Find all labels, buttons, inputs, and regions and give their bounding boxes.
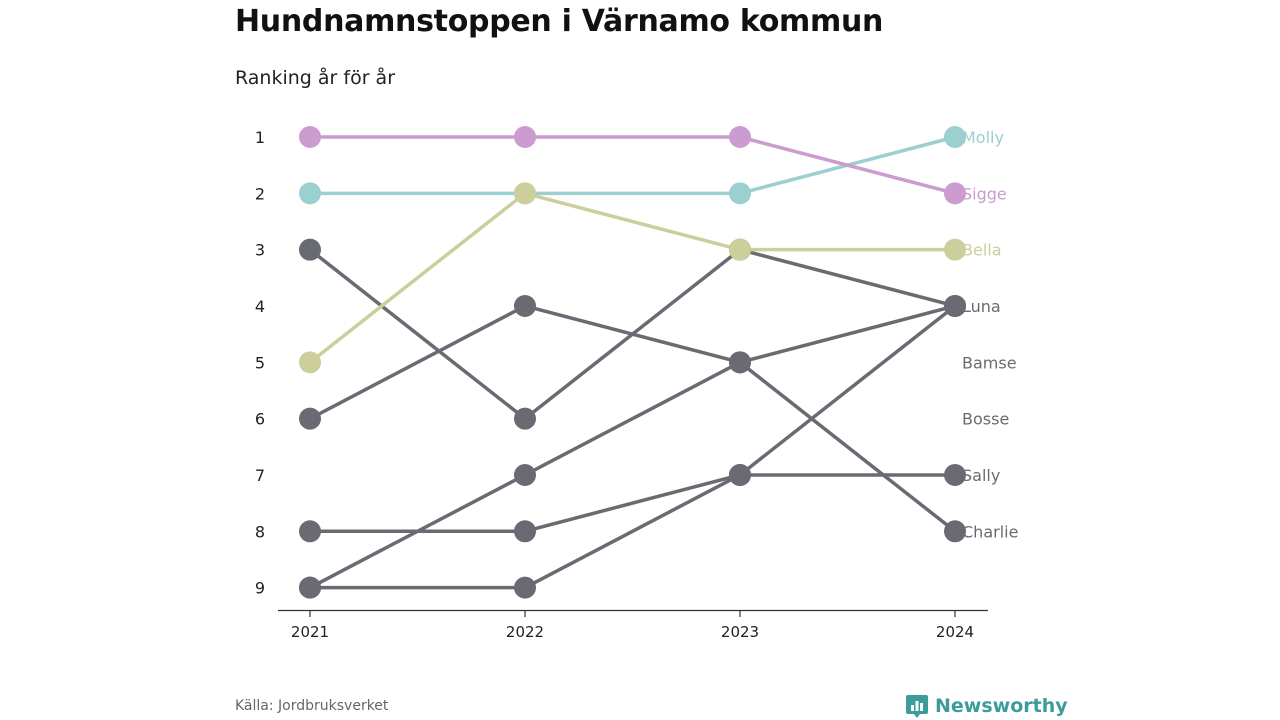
y-tick-label: 1 [255, 128, 265, 147]
series-point-bella [299, 351, 321, 374]
end-label-sally: Sally [962, 466, 1000, 485]
series-point-charlie [729, 463, 751, 486]
series-point-sally [299, 520, 321, 543]
source-note: Källa: Jordbruksverket [235, 698, 389, 714]
series-point-sally [944, 463, 966, 486]
series-point-bella [514, 182, 536, 205]
y-tick-label: 2 [255, 184, 265, 203]
chart-subtitle: Ranking år för år [235, 67, 396, 89]
end-label-molly: Molly [962, 128, 1004, 147]
series-point-charlie [299, 576, 321, 599]
y-tick-label: 5 [255, 353, 265, 372]
series-point-bamse [944, 520, 966, 543]
series-point-molly [944, 126, 966, 148]
series-point-sigge [729, 126, 751, 148]
bar-chart-pin-icon [906, 695, 928, 718]
end-label-bella: Bella [962, 241, 1002, 260]
series-point-sigge [944, 182, 966, 205]
brand-logo: Newsworthy [905, 693, 1068, 719]
series-line-molly [310, 135, 956, 196]
end-label-bosse: Bosse [962, 410, 1009, 429]
series-point-bamse [299, 407, 321, 430]
series-line-sally [310, 473, 955, 534]
series-point-charlie [944, 294, 966, 317]
series-point-sigge [514, 126, 536, 148]
series-line-bosse [309, 304, 956, 590]
x-tick-label: 2021 [291, 623, 329, 641]
x-tick-label: 2022 [506, 623, 544, 641]
end-label-luna: Luna [962, 297, 1001, 316]
y-tick-label: 8 [255, 522, 265, 541]
y-tick-label: 3 [255, 241, 265, 260]
y-tick-label: 4 [255, 297, 265, 316]
series-line-sigge [310, 135, 956, 196]
series-line-charlie [310, 304, 957, 590]
series-point-bella [729, 238, 751, 261]
series-line-bamse [309, 304, 957, 533]
end-label-charlie: Charlie [962, 522, 1018, 541]
series-point-luna [299, 238, 321, 261]
y-tick-label: 9 [255, 579, 265, 598]
brand-name: Newsworthy [935, 695, 1068, 717]
series-point-molly [299, 182, 321, 205]
end-label-bamse: Bamse [962, 353, 1017, 372]
y-tick-label: 7 [255, 466, 265, 485]
series-point-sally [514, 520, 536, 543]
series-point-molly [729, 182, 751, 205]
series-point-bella [944, 238, 966, 261]
series-point-bamse [514, 294, 536, 317]
series-point-bosse [514, 463, 536, 486]
series-line-bella [308, 191, 955, 364]
x-tick-label: 2023 [721, 623, 759, 641]
series-point-luna [514, 407, 536, 430]
x-tick-label: 2024 [936, 623, 974, 641]
chart-title: Hundnamnstoppen i Värnamo kommun [235, 4, 884, 39]
y-tick-label: 6 [255, 410, 265, 429]
end-label-sigge: Sigge [962, 184, 1007, 203]
series-point-charlie [514, 576, 536, 599]
series-point-sigge [299, 126, 321, 148]
series-point-bosse [729, 351, 751, 374]
